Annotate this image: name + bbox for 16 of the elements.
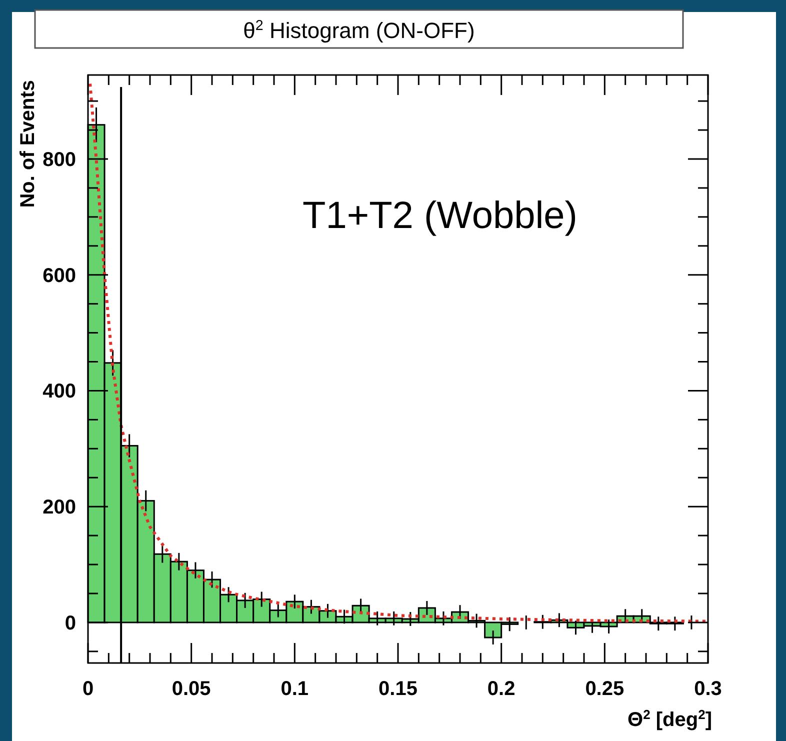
chart-title: θ$^{2}$ Histogram (ON-OFF) <box>243 18 475 43</box>
y-tick-label: 600 <box>42 264 76 287</box>
x-tick-label: 0.05 <box>172 678 211 700</box>
x-tick-label: 0 <box>82 678 94 700</box>
x-tick-label: 0.3 <box>694 678 722 700</box>
annotation: T1+T2 (Wobble) <box>302 195 578 237</box>
x-tick-label: 0.15 <box>378 678 418 700</box>
y-tick-label: 800 <box>42 149 76 171</box>
y-tick-label: 400 <box>42 380 76 403</box>
x-tick-label: 0.25 <box>585 678 624 700</box>
x-tick-label: 0.2 <box>487 678 516 700</box>
y-axis-title: No. of Events <box>17 80 39 208</box>
y-tick-label: 200 <box>42 496 76 519</box>
y-tick-label: 0 <box>64 612 76 634</box>
x-axis-title: Θ$^{2}$ [deg$^{2}$] <box>628 706 712 731</box>
x-tick-label: 0.1 <box>280 678 309 700</box>
